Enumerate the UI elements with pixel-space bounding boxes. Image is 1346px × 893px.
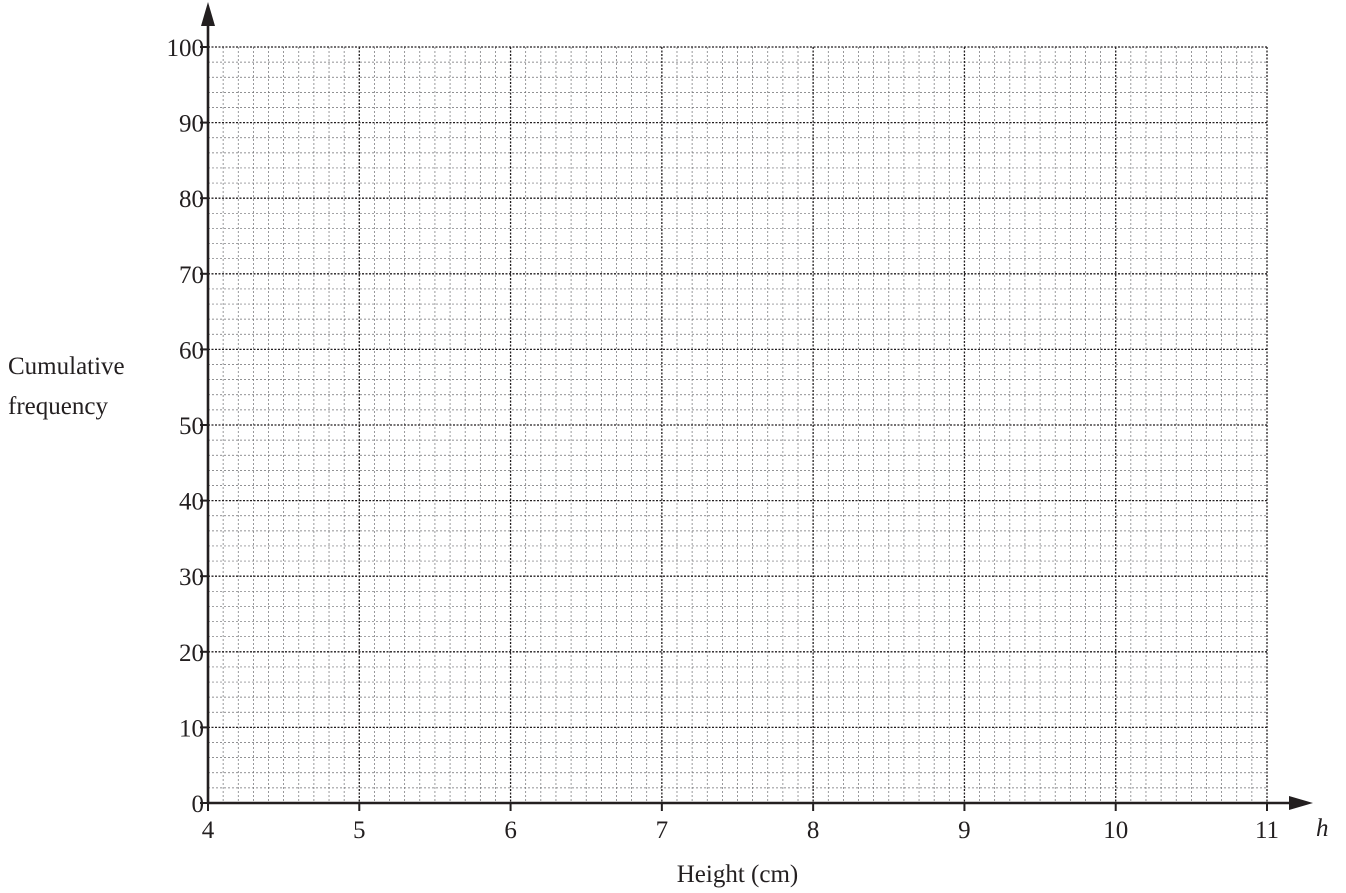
x-tick-label: 8	[807, 817, 820, 844]
axes	[201, 2, 1313, 810]
y-axis-label-line-2: frequency	[8, 393, 108, 420]
x-tick-label: 4	[202, 817, 215, 844]
y-axis-label-line-1: Cumulative	[8, 353, 125, 380]
y-tick-label: 60	[179, 337, 204, 364]
y-tick-label: 80	[179, 186, 204, 213]
y-axis-arrowhead	[201, 2, 215, 26]
x-tick-labels: 4 5 6 7 8 9 10 11	[202, 817, 1279, 844]
y-tick-label: 70	[179, 262, 204, 289]
y-tick-label: 10	[179, 715, 204, 742]
x-tick-label: 10	[1103, 817, 1128, 844]
y-tick-label: 20	[179, 640, 204, 667]
x-axis-variable-label: h	[1316, 815, 1329, 842]
y-tick-labels: 0 10 20 30 40 50 60 70 80 90 100	[167, 35, 205, 818]
y-tick-label: 100	[167, 35, 205, 62]
x-tick-label: 11	[1255, 817, 1279, 844]
x-axis-arrowhead	[1289, 796, 1313, 810]
x-tick-label: 5	[353, 817, 366, 844]
y-tick-label: 50	[179, 413, 204, 440]
minor-grid	[208, 47, 1267, 803]
tick-marks	[200, 46, 1268, 811]
x-tick-label: 7	[656, 817, 669, 844]
x-tick-label: 9	[958, 817, 971, 844]
y-tick-label: 30	[179, 564, 204, 591]
x-axis-label: Height (cm)	[677, 861, 798, 888]
x-tick-label: 6	[504, 817, 517, 844]
y-tick-label: 90	[179, 111, 204, 138]
y-tick-label: 0	[192, 791, 205, 818]
y-tick-label: 40	[179, 489, 204, 516]
